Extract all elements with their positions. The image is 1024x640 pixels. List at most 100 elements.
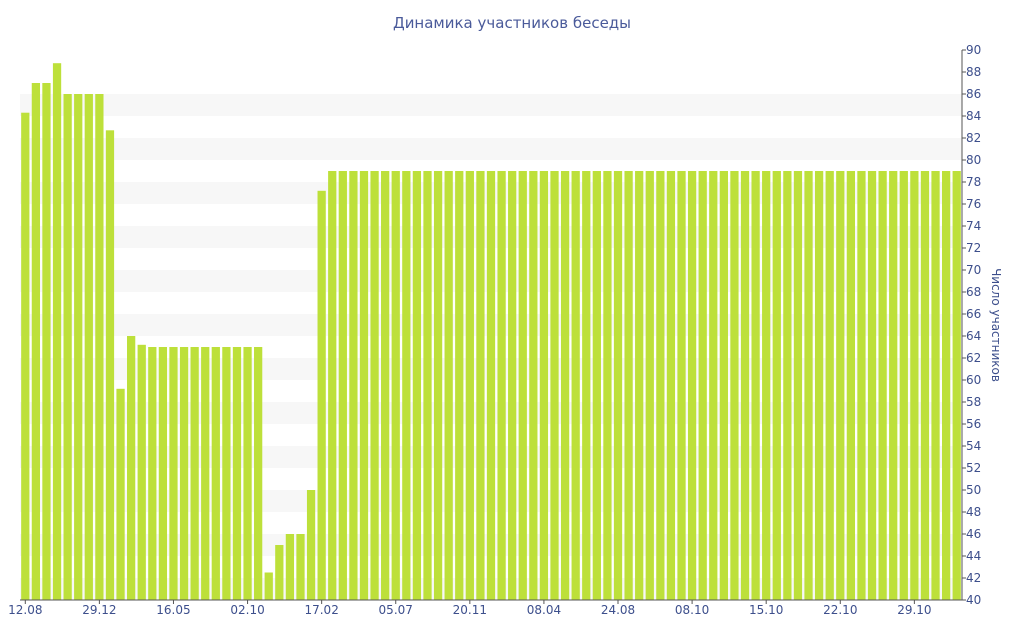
bar xyxy=(687,171,697,600)
bar xyxy=(550,171,559,600)
bar xyxy=(370,171,379,600)
bar xyxy=(264,572,273,600)
x-tick-label: 08.04 xyxy=(527,603,561,617)
bar xyxy=(444,171,453,600)
bar xyxy=(497,171,506,600)
bar xyxy=(232,347,242,600)
y-tick-label: 46 xyxy=(966,527,981,541)
bar xyxy=(402,171,411,600)
bar xyxy=(21,112,30,600)
y-axis-label: Число участников xyxy=(989,268,1003,382)
bar xyxy=(95,94,104,600)
bar xyxy=(486,171,496,600)
bar xyxy=(254,347,263,600)
y-tick-label: 66 xyxy=(966,307,981,321)
bar xyxy=(148,347,157,600)
bar xyxy=(84,94,93,600)
bar xyxy=(391,171,400,600)
bar-series xyxy=(21,63,961,601)
bar xyxy=(931,171,940,600)
bar xyxy=(169,347,178,600)
y-tick-label: 48 xyxy=(966,505,981,519)
bar xyxy=(719,171,728,600)
x-tick-label: 17.02 xyxy=(304,603,338,617)
bar xyxy=(476,171,485,600)
bar xyxy=(127,336,136,600)
bar xyxy=(338,171,347,600)
bar xyxy=(296,534,305,600)
bar xyxy=(381,171,390,600)
y-tick-label: 88 xyxy=(966,65,981,79)
bar xyxy=(275,545,284,600)
bar xyxy=(508,171,517,600)
chart-title: Динамика участников беседы xyxy=(393,14,631,32)
bar xyxy=(910,171,919,600)
bar xyxy=(645,171,654,600)
bar xyxy=(656,171,665,600)
bar xyxy=(560,171,570,600)
y-tick-label: 86 xyxy=(966,87,981,101)
y-tick-label: 90 xyxy=(966,43,981,57)
bar xyxy=(942,171,951,600)
x-tick-label: 22.10 xyxy=(823,603,857,617)
bar xyxy=(222,347,231,600)
bar xyxy=(116,388,125,600)
bar xyxy=(613,171,623,600)
bar xyxy=(412,171,422,600)
bar xyxy=(814,171,824,600)
bar xyxy=(306,490,316,600)
y-tick-label: 52 xyxy=(966,461,981,475)
x-tick-label: 29.12 xyxy=(82,603,116,617)
bar xyxy=(285,534,295,600)
x-axis-ticks: 12.08 29.12 16.05 02.10 17.02 05.07 20.11 08.04… xyxy=(8,599,962,617)
bar xyxy=(539,171,549,600)
bar xyxy=(571,171,580,600)
bar xyxy=(952,171,961,600)
bar xyxy=(783,171,792,600)
bar xyxy=(603,171,612,600)
bar xyxy=(582,171,591,600)
bar xyxy=(201,347,210,600)
grid-band xyxy=(20,94,962,116)
y-tick-label: 78 xyxy=(966,175,981,189)
y-tick-label: 80 xyxy=(966,153,981,167)
bar xyxy=(762,171,771,600)
bar xyxy=(825,171,834,600)
bar xyxy=(518,171,527,600)
x-tick-label: 24.08 xyxy=(601,603,635,617)
x-tick-label: 02.10 xyxy=(230,603,264,617)
bar xyxy=(666,171,676,600)
grid-band xyxy=(20,138,962,160)
y-tick-label: 62 xyxy=(966,351,981,365)
y-tick-label: 68 xyxy=(966,285,981,299)
x-tick-label: 08.10 xyxy=(675,603,709,617)
bar xyxy=(158,347,168,600)
y-tick-label: 84 xyxy=(966,109,981,123)
bar xyxy=(328,171,337,600)
bar xyxy=(867,171,877,600)
bar xyxy=(899,171,908,600)
bar xyxy=(730,171,739,600)
bar xyxy=(846,171,855,600)
bar xyxy=(349,171,358,600)
bar xyxy=(804,171,813,600)
bar xyxy=(423,171,432,600)
y-tick-label: 76 xyxy=(966,197,981,211)
bar xyxy=(740,171,750,600)
x-tick-label: 16.05 xyxy=(156,603,190,617)
bar xyxy=(137,344,146,600)
bar xyxy=(793,171,803,600)
bar xyxy=(465,171,474,600)
y-tick-label: 54 xyxy=(966,439,981,453)
bar xyxy=(105,130,115,601)
x-tick-label: 20.11 xyxy=(453,603,487,617)
bar xyxy=(677,171,686,600)
bar xyxy=(211,347,220,600)
bar xyxy=(63,94,72,600)
y-tick-label: 42 xyxy=(966,571,981,585)
bar xyxy=(359,171,369,600)
y-tick-label: 60 xyxy=(966,373,981,387)
x-tick-label: 05.07 xyxy=(379,603,413,617)
